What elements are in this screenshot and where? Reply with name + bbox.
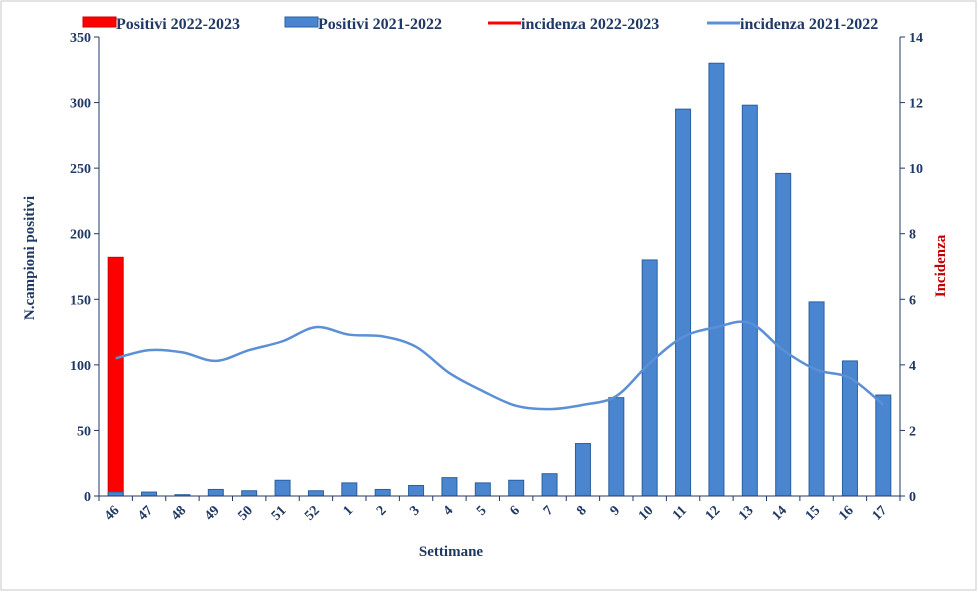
bar: [341, 482, 358, 497]
y2-tick-label: 4: [909, 359, 916, 374]
bar: [541, 473, 558, 497]
bar: [775, 172, 792, 497]
y2-tick-label: 12: [909, 97, 923, 112]
y-tick-label: 250: [70, 162, 91, 177]
y2-tick-label: 0: [909, 490, 916, 505]
y-tick-label: 0: [84, 490, 91, 505]
legend-swatch: [82, 16, 117, 28]
bar: [374, 488, 391, 497]
bar: [574, 443, 591, 497]
x-axis-title: Settimane: [419, 544, 483, 560]
legend: Positivi 2022-2023 Positivi 2021-2022 inci…: [82, 16, 878, 33]
bar: [241, 490, 258, 497]
y-tick-label: 150: [70, 293, 91, 308]
lines-layer: [115, 320, 885, 411]
legend-label: incidenza 2021-2022: [740, 16, 878, 33]
bar: [207, 488, 224, 497]
bar: [875, 394, 892, 497]
bar: [708, 62, 725, 497]
legend-label: incidenza 2022-2023: [521, 16, 659, 33]
bar: [107, 256, 124, 497]
bar: [408, 485, 425, 497]
bar: [508, 479, 525, 497]
bar: [107, 491, 124, 497]
bar: [307, 490, 324, 497]
y-axis-title: N.campioni positivi: [22, 196, 38, 320]
y2-tick-label: 10: [909, 162, 923, 177]
y-tick-label: 350: [70, 31, 91, 46]
bar: [808, 301, 825, 497]
series-line: [115, 320, 885, 411]
bar: [675, 108, 692, 497]
y2-tick-label: 2: [909, 424, 916, 439]
y-tick-label: 200: [70, 228, 91, 243]
y2-axis-title: Incidenza: [933, 234, 949, 297]
legend-label: Positivi 2021-2022: [318, 16, 442, 33]
bar: [608, 397, 625, 497]
bar: [641, 259, 658, 497]
legend-swatch: [284, 16, 319, 28]
y-tick-label: 300: [70, 97, 91, 112]
y-tick-label: 100: [70, 359, 91, 374]
bar: [441, 477, 458, 497]
bar: [274, 479, 291, 497]
bar: [474, 482, 491, 497]
bar: [741, 104, 758, 497]
bar: [141, 491, 158, 497]
y2-tick-label: 8: [909, 228, 916, 243]
bars-layer: [107, 62, 892, 497]
legend-label: Positivi 2022-2023: [116, 16, 240, 33]
y-tick-label: 50: [77, 424, 91, 439]
y2-tick-label: 14: [909, 31, 923, 46]
y2-tick-label: 6: [909, 293, 916, 308]
